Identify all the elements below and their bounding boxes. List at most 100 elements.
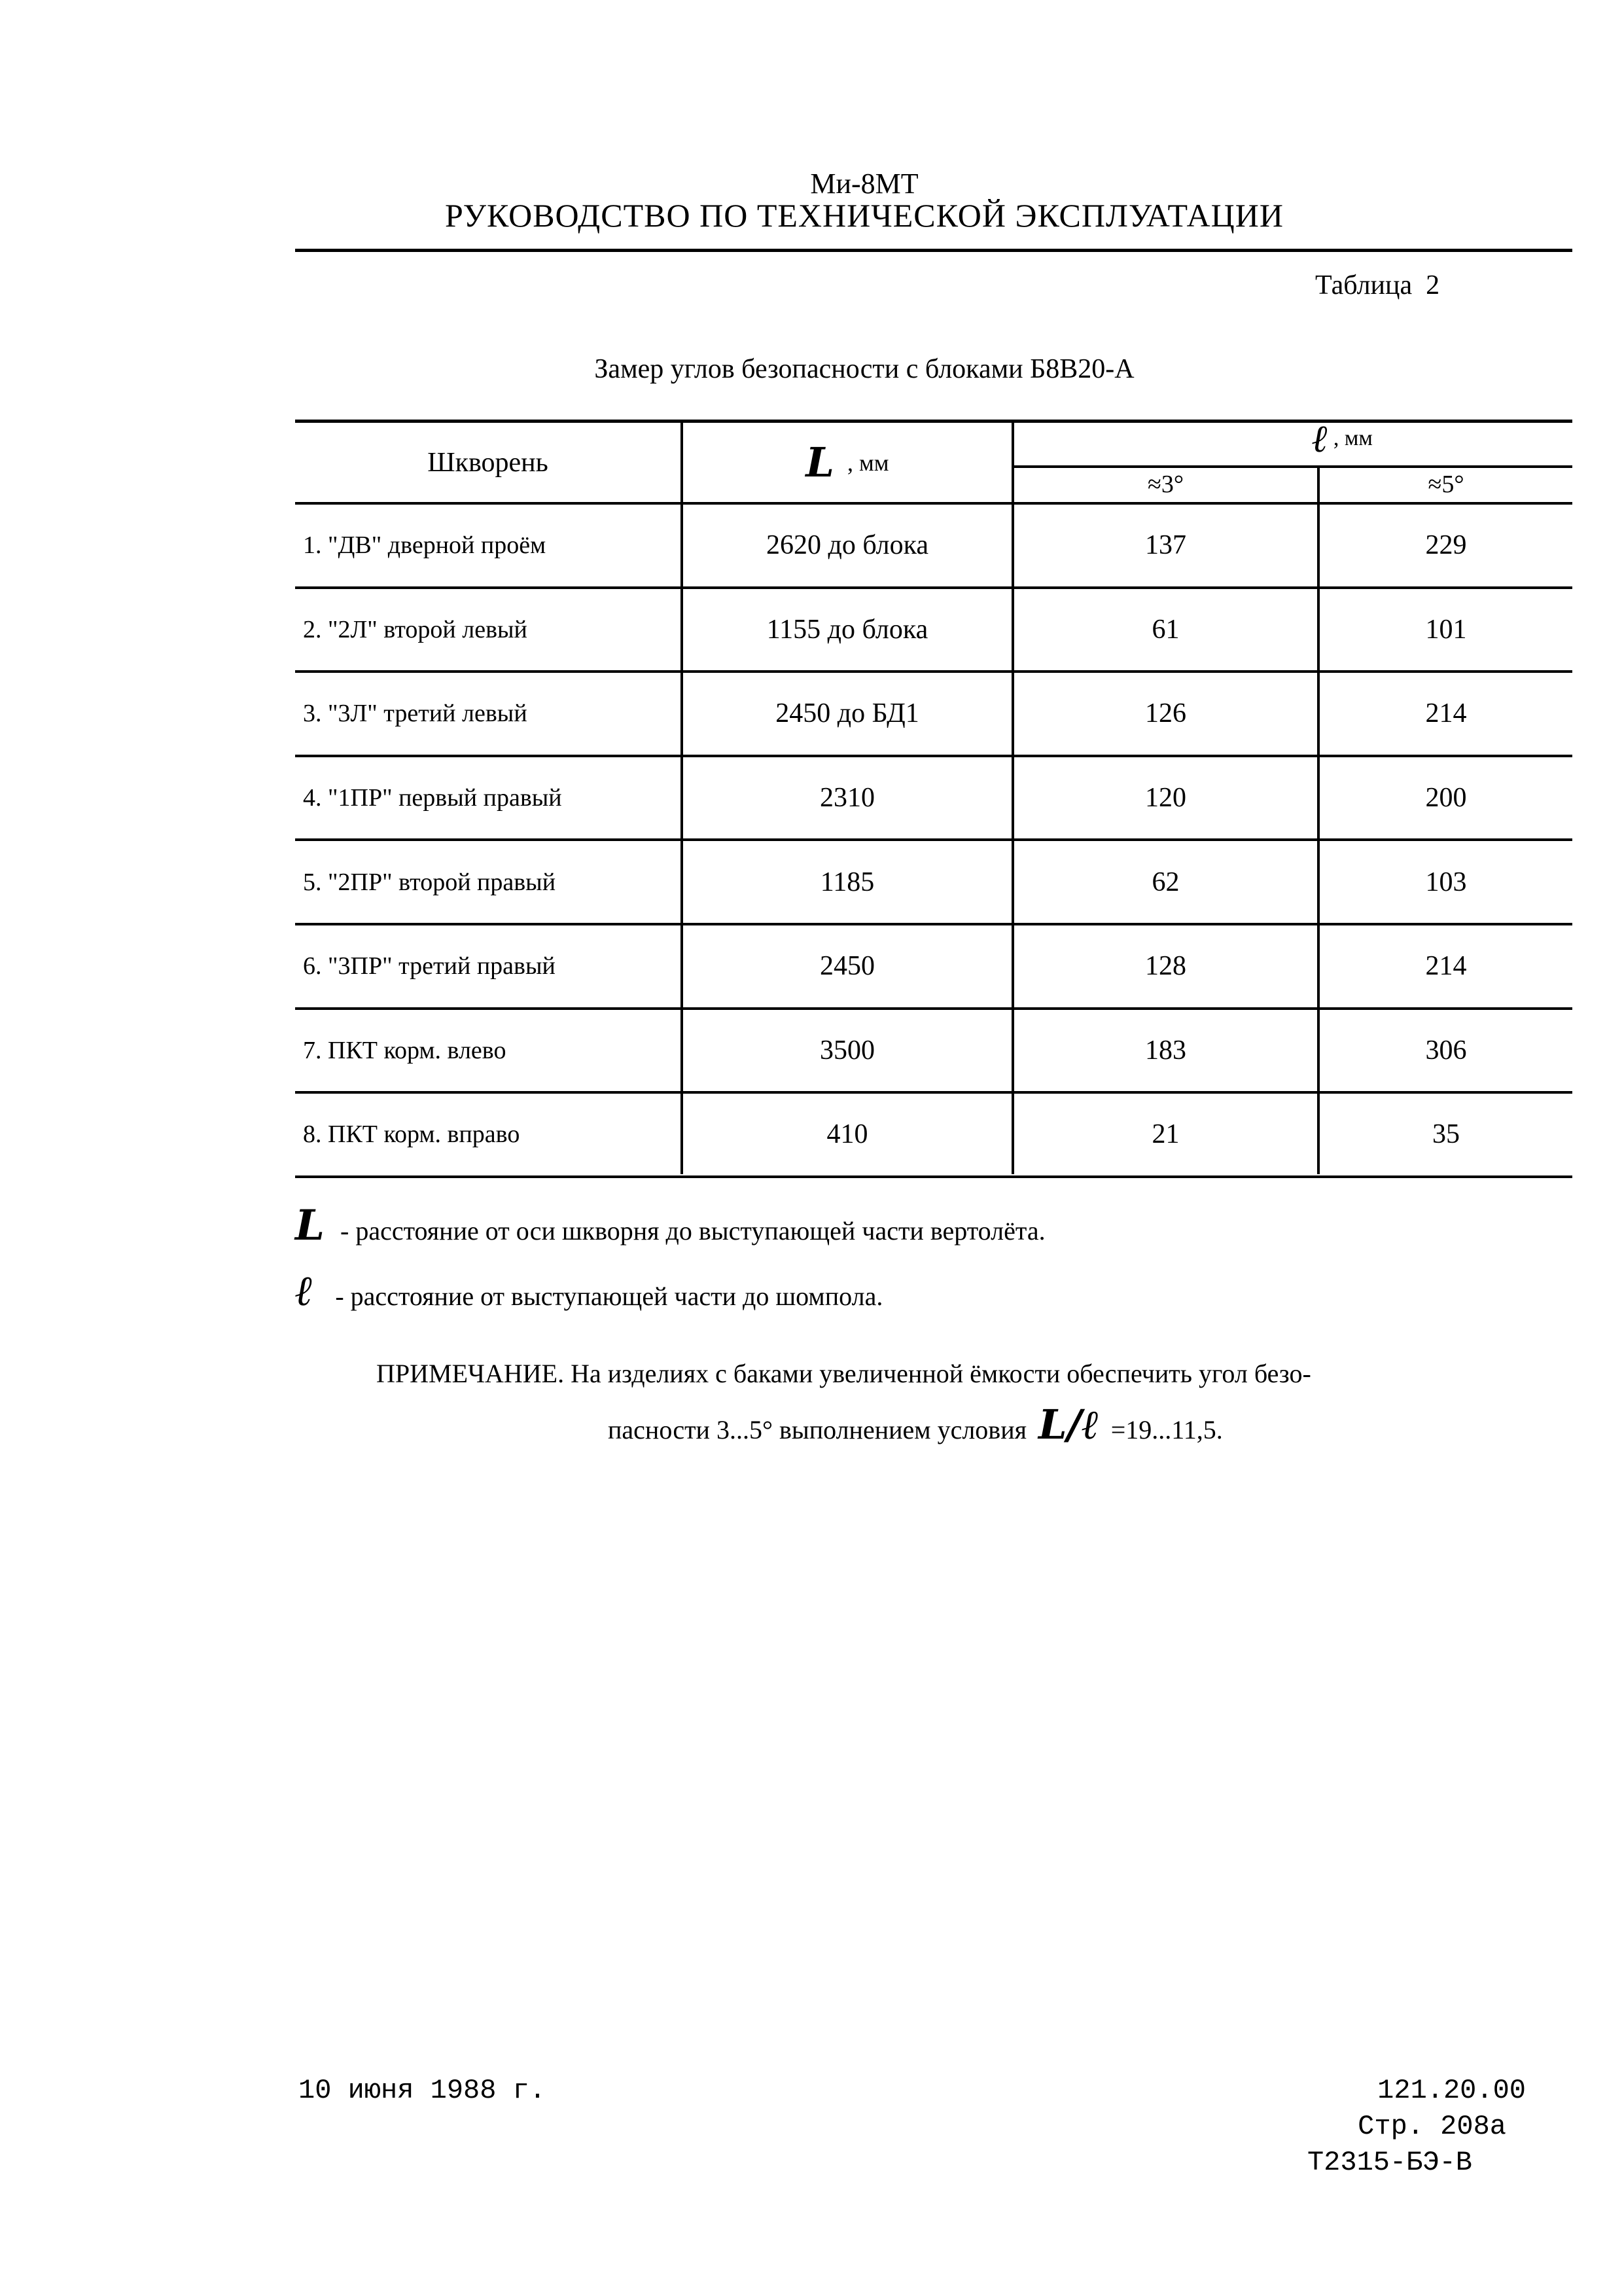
l-unit: , мм bbox=[1333, 426, 1373, 450]
table-cell-pivot: 3. "3Л" третий левый bbox=[295, 673, 680, 755]
cell-value: 101 bbox=[1425, 614, 1467, 645]
doc-code: Ми-8МТ bbox=[810, 168, 919, 200]
table-cell-L: 1185 bbox=[683, 841, 1012, 923]
cell-value: 2450 bbox=[820, 951, 875, 982]
header-5deg: ≈5° bbox=[1320, 466, 1572, 502]
cell-value: 4. "1ПР" первый правый bbox=[303, 784, 562, 812]
header-3deg: ≈3° bbox=[1014, 466, 1317, 502]
header-3deg-label: ≈3° bbox=[1147, 470, 1184, 498]
note-line-2: пасности 3...5° выполнением условия L/ℓ … bbox=[608, 1401, 1223, 1449]
footer-doc-number: Т2315-БЭ-В bbox=[1307, 2147, 1472, 2178]
L-symbol: L bbox=[805, 439, 835, 486]
l-symbol: ℓ bbox=[1312, 416, 1328, 461]
cell-value: 214 bbox=[1425, 698, 1467, 729]
row-rule bbox=[295, 754, 1572, 757]
header-bottom-rule bbox=[295, 502, 1572, 505]
cell-value: 120 bbox=[1145, 783, 1186, 814]
table-cell-pivot: 7. ПКТ корм. влево bbox=[295, 1010, 680, 1092]
table-cell-L: 2620 до блока bbox=[683, 505, 1012, 586]
subheader-rule bbox=[1013, 465, 1572, 468]
table-cell-L: 3500 bbox=[683, 1010, 1012, 1092]
cell-value: 128 bbox=[1145, 951, 1186, 982]
table-cell-l5: 229 bbox=[1320, 505, 1572, 586]
cell-value: 1. "ДВ" дверной проём bbox=[303, 531, 546, 560]
l-symbol: ℓ bbox=[295, 1266, 313, 1316]
table-cell-l3: 120 bbox=[1014, 757, 1317, 839]
table-cell-pivot: 6. "3ПР" третий правый bbox=[295, 925, 680, 1007]
table-cell-l5: 35 bbox=[1320, 1094, 1572, 1175]
cell-value: 2. "2Л" второй левый bbox=[303, 615, 527, 643]
cell-value: 7. ПКТ корм. влево bbox=[303, 1036, 506, 1064]
cell-value: 183 bbox=[1145, 1035, 1186, 1066]
table-cell-L: 2310 bbox=[683, 757, 1012, 839]
cell-value: 214 bbox=[1425, 951, 1467, 982]
table-label: Таблица 2 bbox=[1315, 270, 1440, 300]
table-cell-l5: 200 bbox=[1320, 757, 1572, 839]
table-cell-l3: 62 bbox=[1014, 841, 1317, 923]
cell-value: 2450 до БД1 bbox=[775, 698, 919, 729]
table-cell-l5: 306 bbox=[1320, 1010, 1572, 1092]
cell-value: 137 bbox=[1145, 530, 1186, 561]
cell-value: 1155 до блока bbox=[766, 614, 928, 645]
L-symbol: L bbox=[295, 1201, 325, 1250]
cell-value: 126 bbox=[1145, 698, 1186, 729]
table-cell-L: 2450 до БД1 bbox=[683, 673, 1012, 755]
table-top-rule bbox=[295, 420, 1572, 423]
ratio-symbol: L/ℓ bbox=[1038, 1401, 1099, 1448]
cell-value: 103 bbox=[1425, 867, 1467, 897]
row-rule bbox=[295, 923, 1572, 925]
table-cell-l3: 126 bbox=[1014, 673, 1317, 755]
col-divider bbox=[1317, 465, 1320, 1174]
table-cell-pivot: 2. "2Л" второй левый bbox=[295, 589, 680, 671]
header-L: L , мм bbox=[683, 423, 1012, 502]
table-cell-pivot: 4. "1ПР" первый правый bbox=[295, 757, 680, 839]
header-l: ℓ , мм bbox=[1014, 412, 1572, 465]
header-pivot: Шкворень bbox=[295, 423, 680, 502]
row-rule bbox=[295, 838, 1572, 842]
table-cell-l5: 101 bbox=[1320, 589, 1572, 671]
cell-value: 62 bbox=[1152, 867, 1180, 897]
col-divider bbox=[680, 420, 683, 1174]
header-pivot-label: Шкворень bbox=[427, 447, 548, 478]
table-cell-pivot: 5. "2ПР" второй правый bbox=[295, 841, 680, 923]
table-cell-l3: 21 bbox=[1014, 1094, 1317, 1175]
table-cell-L: 2450 bbox=[683, 925, 1012, 1007]
table-cell-l3: 61 bbox=[1014, 589, 1317, 671]
table-cell-L: 1155 до блока bbox=[683, 589, 1012, 671]
cell-value: 306 bbox=[1425, 1035, 1467, 1066]
cell-value: 3500 bbox=[820, 1035, 875, 1066]
table-cell-l3: 137 bbox=[1014, 505, 1317, 586]
row-rule bbox=[295, 1091, 1572, 1094]
cell-value: 35 bbox=[1432, 1119, 1460, 1150]
note-line-1: ПРИМЕЧАНИЕ. На изделиях с баками увеличе… bbox=[376, 1359, 1311, 1388]
table-cell-L: 410 bbox=[683, 1094, 1012, 1175]
note-line-2-end: =19...11,5. bbox=[1110, 1415, 1223, 1444]
cell-value: 2620 до блока bbox=[766, 530, 929, 561]
table-cell-l5: 214 bbox=[1320, 925, 1572, 1007]
col-divider bbox=[1012, 420, 1014, 1174]
table-cell-pivot: 8. ПКТ корм. вправо bbox=[295, 1094, 680, 1175]
footer-date: 10 июня 1988 г. bbox=[298, 2075, 546, 2106]
header-rule bbox=[295, 249, 1572, 252]
row-rule bbox=[295, 1007, 1572, 1010]
cell-value: 21 bbox=[1152, 1119, 1180, 1150]
note-line-2-start: пасности 3...5° выполнением условия bbox=[608, 1415, 1027, 1444]
table-cell-l5: 214 bbox=[1320, 673, 1572, 755]
legend-L-text: - расстояние от оси шкворня до выступающ… bbox=[340, 1216, 1046, 1246]
cell-value: 200 bbox=[1425, 783, 1467, 814]
cell-value: 8. ПКТ корм. вправо bbox=[303, 1121, 520, 1149]
row-rule bbox=[295, 1175, 1572, 1178]
cell-value: 61 bbox=[1152, 614, 1180, 645]
legend-L: L - расстояние от оси шкворня до выступа… bbox=[295, 1201, 1046, 1250]
legend-l: ℓ - расстояние от выступающей части до ш… bbox=[295, 1266, 883, 1316]
table-caption: Замер углов безопасности с блоками Б8В20… bbox=[594, 354, 1135, 384]
cell-value: 410 bbox=[826, 1119, 868, 1150]
cell-value: 1185 bbox=[820, 867, 875, 897]
cell-value: 229 bbox=[1425, 530, 1467, 561]
cell-value: 2310 bbox=[820, 783, 875, 814]
legend-l-text: - расстояние от выступающей части до шом… bbox=[335, 1282, 883, 1311]
table-cell-l5: 103 bbox=[1320, 841, 1572, 923]
footer-section: 121.20.00 bbox=[1377, 2075, 1526, 2106]
table-cell-l3: 128 bbox=[1014, 925, 1317, 1007]
footer-page: Стр. 208а bbox=[1358, 2111, 1506, 2142]
